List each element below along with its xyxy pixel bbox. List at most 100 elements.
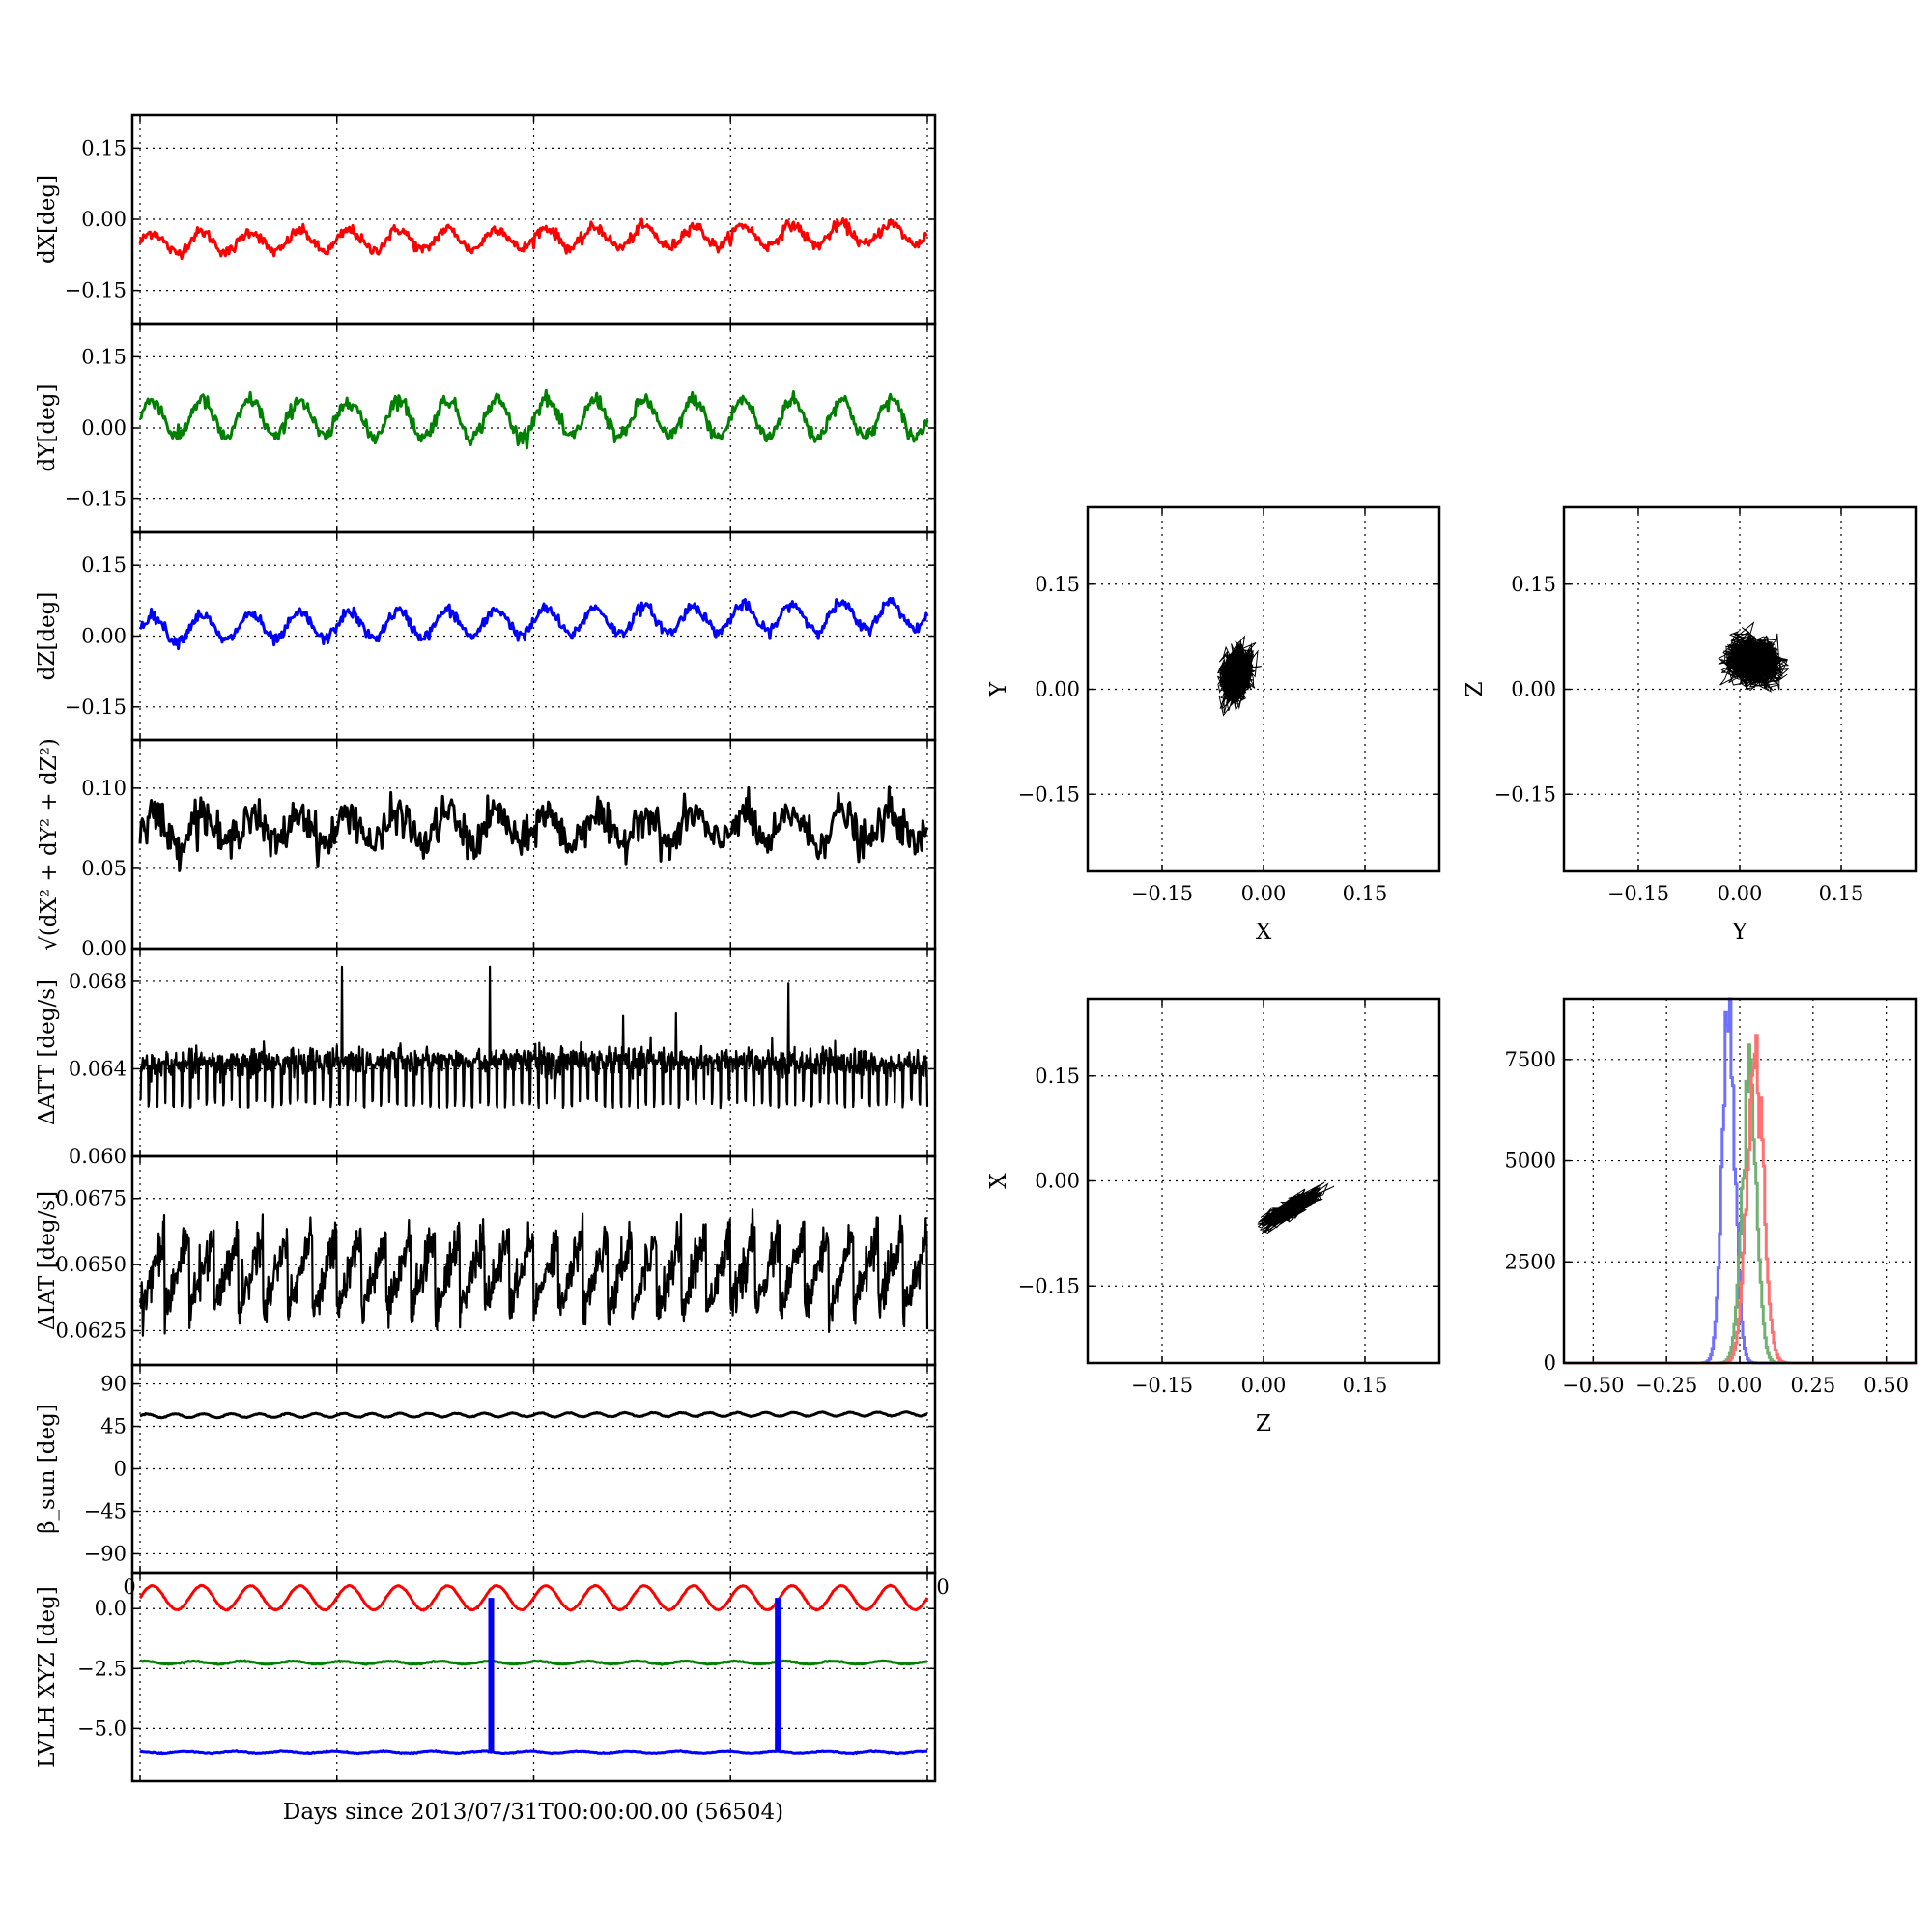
- y-tick-label: 0: [114, 1458, 127, 1481]
- y-tick-label: 0.15: [1035, 1065, 1080, 1088]
- y-axis-label: Y: [986, 681, 1011, 697]
- y-axis-label: dY[deg]: [35, 384, 60, 472]
- panel-scatter_xy-frame: [1086, 505, 1441, 873]
- panel-scatter_xy: −0.15 −0.15 0.00 0.00 0.15 0.15 X Y: [986, 505, 1441, 945]
- y-axis-label: dZ[deg]: [35, 592, 60, 681]
- y-tick-label: 0.15: [81, 554, 127, 577]
- x-tick-label: 0.15: [1343, 1374, 1388, 1397]
- y-axis-label: X: [986, 1173, 1011, 1189]
- x-tick-label: −0.15: [1131, 1374, 1193, 1397]
- plot-content: 0.150.00−0.15dX[deg]0.150.00−0.15dY[deg]…: [35, 113, 1918, 1783]
- y-tick-label: −0.15: [1018, 1274, 1080, 1297]
- panel-scatter_zx: −0.15 −0.15 0.00 0.00 0.15 0.15 Z X: [986, 997, 1441, 1436]
- y-tick-label: 0: [1544, 1351, 1556, 1375]
- y-axis-label: Z: [1463, 681, 1488, 696]
- panel-histogram: −0.50 −0.25 0.00 0.25 0.50 7500 5000 2500 0: [1505, 997, 1918, 1397]
- x-tick-label: −0.25: [1635, 1374, 1697, 1397]
- x-tick-label: 0.15: [1819, 882, 1864, 905]
- panel-beta: 90 45 0 −45 −90 β_sun [deg]: [35, 1363, 937, 1575]
- y-axis-label: ΔATT [deg/s]: [35, 980, 60, 1125]
- y-tick-label: 45: [100, 1415, 127, 1438]
- y-tick-label: 2500: [1505, 1250, 1556, 1273]
- x-tick-label: −0.15: [1131, 882, 1193, 905]
- x-tick-label: 0.15: [1343, 882, 1388, 905]
- series-line-lvlh-1: [139, 1659, 928, 1666]
- y-tick-label: 0.00: [1511, 678, 1556, 701]
- panel-histogram-frame: [1562, 997, 1918, 1365]
- y-tick-label: 0.10: [81, 777, 127, 800]
- x-tick-label: 0.00: [1718, 1374, 1763, 1397]
- panel-datt: 0.068 0.064 0.060 ΔATT [deg/s]: [35, 947, 937, 1168]
- y-tick-label: 0.00: [81, 625, 127, 648]
- y-tick-label: −45: [84, 1499, 127, 1522]
- panel-scatter_zx-frame: [1086, 997, 1441, 1365]
- stray-tick-left: 0: [123, 1576, 135, 1599]
- y-axis-label: LVLH XYZ [deg]: [35, 1586, 60, 1768]
- y-tick-label: −0.15: [1494, 782, 1556, 806]
- series-line-lvlh-2: [139, 1749, 928, 1756]
- panel-lvlh-frame: [130, 1571, 937, 1783]
- series-line-lvlh-0: [138, 1583, 929, 1612]
- y-tick-label: 0.15: [81, 136, 127, 159]
- y-tick-label: 0.068: [69, 970, 127, 993]
- y-tick-label: 5000: [1505, 1150, 1556, 1173]
- y-tick-label: 0.05: [81, 857, 127, 880]
- y-tick-label: −0.15: [65, 696, 127, 719]
- series-line-dx-0: [138, 217, 928, 261]
- x-tick-label: −0.50: [1562, 1374, 1624, 1397]
- y-tick-label: 0.00: [81, 208, 127, 231]
- series-line-diat-0: [138, 1208, 929, 1337]
- y-tick-label: 0.15: [1511, 573, 1556, 596]
- panel-scatter_yz-frame: [1562, 505, 1918, 873]
- y-tick-label: 0.0675: [56, 1187, 127, 1210]
- x-tick-label: 0.25: [1790, 1374, 1835, 1397]
- y-tick-label: 0.00: [81, 937, 127, 960]
- stray-tick-right: 0: [936, 1576, 949, 1599]
- x-axis-label: Z: [1256, 1411, 1271, 1436]
- y-tick-label: 0.064: [69, 1057, 127, 1080]
- y-tick-label: 7500: [1505, 1048, 1556, 1071]
- y-axis-label: √(dX² + dY² + dZ²): [37, 738, 62, 951]
- y-tick-label: 0.15: [1035, 573, 1080, 596]
- y-axis-label: β_sun [deg]: [35, 1404, 60, 1534]
- y-tick-label: 0.00: [1035, 678, 1080, 701]
- y-tick-label: −5.0: [77, 1717, 127, 1740]
- scatter-points-scatter_zx: [1257, 1181, 1335, 1235]
- panel-dtotal: 0.10 0.05 0.00 √(dX² + dY² + dZ²): [37, 738, 937, 960]
- y-tick-label: 0.0650: [56, 1253, 127, 1276]
- y-tick-label: 0.00: [81, 416, 127, 440]
- x-axis-label: X: [1256, 920, 1272, 945]
- figure-xlabel: Days since 2013/07/31T00:00:00.00 (56504…: [283, 1800, 783, 1825]
- x-tick-label: −0.15: [1607, 882, 1669, 905]
- series-line-dy-0: [139, 388, 929, 450]
- y-axis-label: ΔIAT [deg/s]: [35, 1191, 60, 1330]
- y-tick-label: −0.15: [1018, 782, 1080, 806]
- y-tick-label: −90: [84, 1542, 127, 1565]
- scatter-points-scatter_xy: [1216, 635, 1262, 717]
- y-tick-label: 0.0: [95, 1597, 127, 1620]
- y-tick-label: 0.0625: [56, 1319, 127, 1342]
- x-tick-label: 0.50: [1863, 1374, 1909, 1397]
- series-line-datt-0: [138, 965, 929, 1110]
- y-tick-label: 90: [100, 1373, 127, 1396]
- scatter-points-scatter_yz: [1718, 621, 1790, 693]
- y-axis-label: dX[deg]: [35, 175, 60, 264]
- x-axis-label: Y: [1731, 920, 1747, 945]
- y-tick-label: −0.15: [65, 279, 127, 302]
- panel-lvlh: 0.0 −2.5 −5.0 LVLH XYZ [deg]: [35, 1571, 937, 1783]
- y-tick-label: 0.060: [69, 1145, 127, 1168]
- panel-scatter_yz: −0.15 −0.15 0.00 0.00 0.15 0.15 Y Z: [1463, 505, 1918, 945]
- series-line-dtotal-0: [138, 785, 929, 872]
- y-tick-label: 0.00: [1035, 1170, 1080, 1193]
- x-tick-label: 0.00: [1718, 882, 1763, 905]
- x-tick-label: 0.00: [1241, 1374, 1287, 1397]
- y-tick-label: −0.15: [65, 488, 127, 511]
- x-tick-label: 0.00: [1241, 882, 1287, 905]
- series-line-dz-0: [138, 596, 929, 651]
- y-tick-label: 0.15: [81, 345, 127, 368]
